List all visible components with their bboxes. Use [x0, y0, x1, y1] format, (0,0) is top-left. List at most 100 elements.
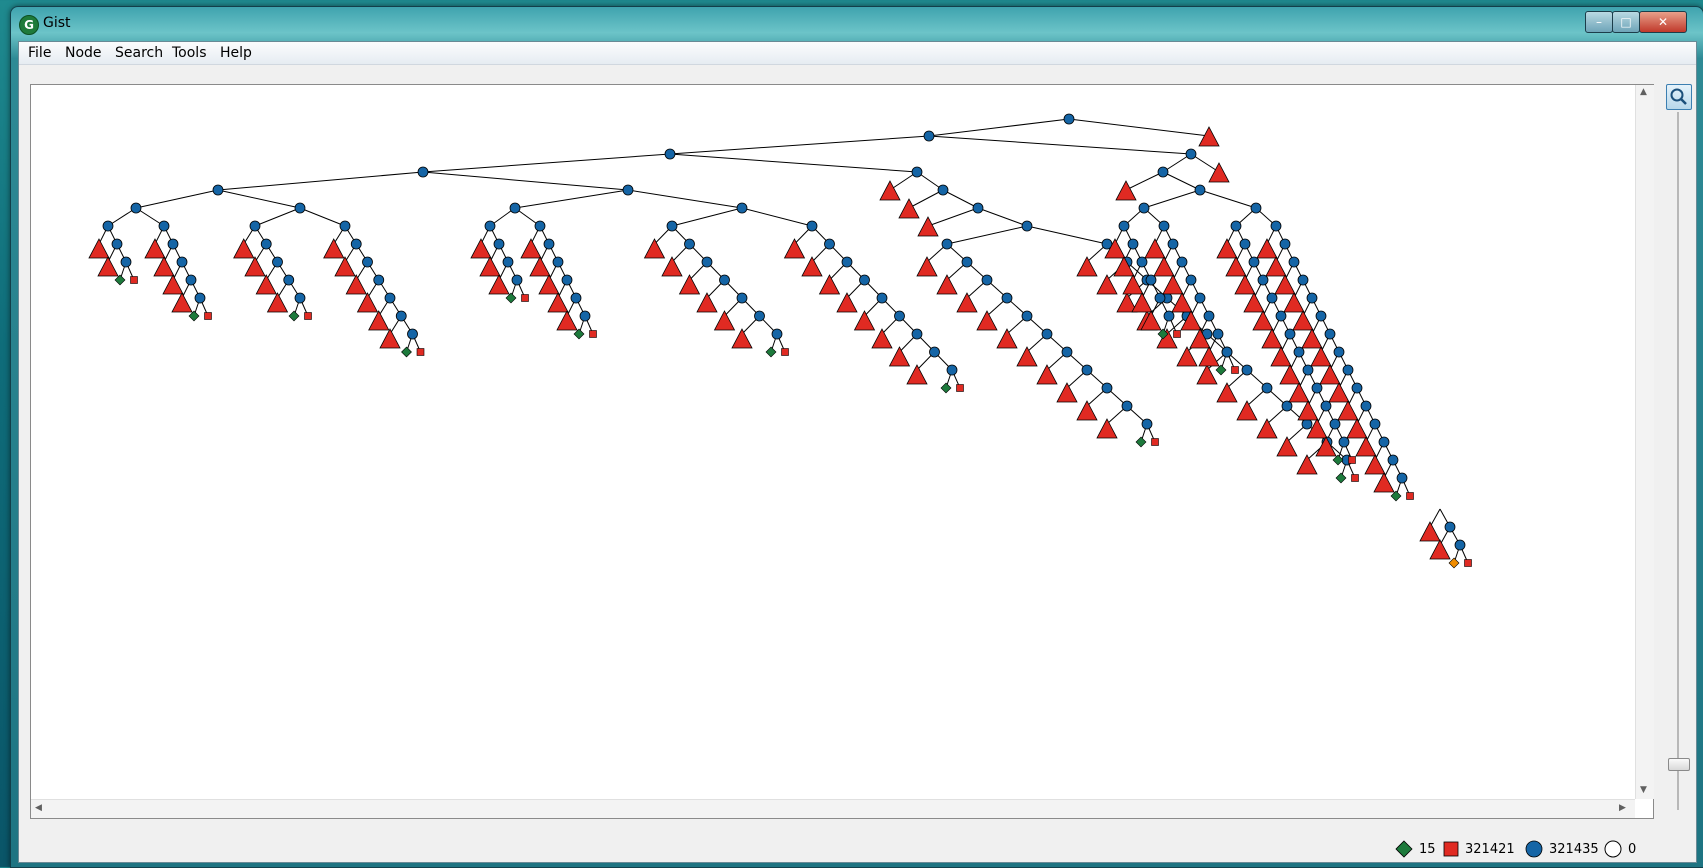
- failed-subtree: [1373, 472, 1395, 493]
- solution-node: [1390, 490, 1402, 502]
- failed-subtree: [871, 328, 893, 349]
- scroll-up-icon[interactable]: ▲: [1640, 87, 1647, 97]
- choice-node: [373, 274, 385, 286]
- failed-subtree: [368, 310, 390, 331]
- choice-node: [1315, 310, 1327, 322]
- close-icon[interactable]: ✕: [1639, 11, 1687, 33]
- choice-node: [719, 274, 730, 286]
- choice-node: [1118, 220, 1130, 232]
- choice-node: [579, 310, 591, 322]
- failed-subtree: [731, 328, 753, 349]
- menu-node[interactable]: Node: [65, 45, 102, 61]
- failed-subtree: [818, 274, 841, 295]
- failed-leaf: [781, 348, 789, 356]
- search-tree[interactable]: [31, 85, 1635, 799]
- menu-tools[interactable]: Tools: [172, 45, 207, 61]
- horizontal-scrollbar[interactable]: ◀ ▶: [31, 799, 1635, 818]
- choice-node: [1279, 238, 1291, 250]
- choice-node: [417, 166, 429, 178]
- failed-subtree: [1279, 364, 1301, 385]
- choice-node: [1176, 256, 1188, 268]
- solution-node: [188, 310, 200, 322]
- failed-subtree: [1180, 310, 1202, 331]
- choice-node: [1454, 539, 1466, 551]
- choice-node: [362, 256, 373, 268]
- choice-node: [511, 274, 523, 286]
- tree-edge: [1162, 171, 1201, 191]
- failed-subtree: [1216, 238, 1238, 259]
- failed-leaf: [1231, 366, 1239, 374]
- choice-node: [1185, 274, 1197, 286]
- failed-subtree: [1306, 418, 1328, 439]
- choice-node: [941, 238, 953, 250]
- maximize-icon[interactable]: □: [1612, 11, 1640, 33]
- failed-subtree: [1096, 274, 1118, 295]
- choice-node: [1444, 521, 1456, 533]
- failed-leaf: [589, 330, 597, 338]
- choice-node: [1302, 364, 1314, 376]
- choice-node: [923, 130, 935, 142]
- zoom-to-fit-button[interactable]: [1666, 84, 1692, 110]
- scroll-down-icon[interactable]: ▼: [1640, 785, 1647, 795]
- zoom-slider-thumb[interactable]: [1668, 758, 1690, 771]
- solution-node: [288, 310, 300, 322]
- choice-node: [1194, 292, 1206, 304]
- tree-edge: [946, 225, 1028, 245]
- choice-node: [493, 238, 505, 250]
- choice-node: [1301, 418, 1313, 430]
- failed-leaf: [204, 312, 212, 320]
- choice-node: [1158, 220, 1170, 232]
- choice-node: [260, 238, 272, 250]
- scroll-right-icon[interactable]: ▶: [1619, 803, 1626, 813]
- menu-help[interactable]: Help: [220, 45, 252, 61]
- gist-window: G Gist – □ ✕ File Node Search Tools Help…: [10, 6, 1703, 868]
- tree-edge: [299, 207, 346, 227]
- tree-edge: [928, 118, 1070, 137]
- choice-node: [1212, 328, 1224, 340]
- choice-node: [102, 220, 114, 232]
- failed-subtree: [1104, 238, 1126, 259]
- failed-subtree: [538, 274, 560, 295]
- menu-file[interactable]: File: [28, 45, 52, 61]
- failed-subtree: [1171, 292, 1193, 313]
- choice-node: [701, 256, 713, 268]
- solution-node: [1332, 454, 1344, 466]
- choice-node: [194, 292, 206, 304]
- choice-node: [1288, 256, 1300, 268]
- failed-subtree: [1252, 310, 1274, 331]
- failed-subtree: [1216, 382, 1238, 403]
- failed-subtree: [879, 180, 901, 201]
- zoom-slider-track[interactable]: [1677, 112, 1679, 810]
- search-tree-canvas[interactable]: ▲ ▼ ◀ ▶: [30, 84, 1654, 819]
- failed-subtree: [379, 328, 401, 349]
- choice-node: [1351, 382, 1363, 394]
- menu-search[interactable]: Search: [115, 45, 164, 61]
- choice-node: [1167, 238, 1179, 250]
- title-bar[interactable]: G Gist – □ ✕: [11, 7, 1703, 41]
- choice-node: [929, 346, 940, 358]
- choice-node: [561, 274, 573, 286]
- vertical-scrollbar[interactable]: ▲ ▼: [1635, 85, 1654, 799]
- failed-subtree: [1176, 346, 1198, 367]
- tree-edge: [908, 189, 944, 209]
- tree-edge: [669, 153, 918, 173]
- scroll-left-icon[interactable]: ◀: [35, 803, 42, 813]
- choice-node: [1157, 166, 1169, 178]
- choice-node: [1342, 364, 1354, 376]
- failed-subtree: [1337, 400, 1359, 421]
- failed-subtree: [1276, 436, 1298, 457]
- failed-subtree: [171, 292, 193, 313]
- failed-subtree: [1162, 274, 1184, 295]
- choice-node: [212, 184, 224, 196]
- minimize-icon[interactable]: –: [1585, 11, 1613, 33]
- choice-node: [120, 256, 132, 268]
- failed-subtree: [479, 256, 501, 277]
- failed-subtree: [1189, 328, 1211, 349]
- failed-subtree: [996, 328, 1018, 349]
- choice-node: [1021, 220, 1033, 232]
- tree-edge: [217, 171, 424, 191]
- tree-edge: [135, 207, 165, 227]
- choice-node: [1136, 256, 1148, 268]
- tree-edge: [1199, 189, 1257, 209]
- tree-edge: [1162, 153, 1192, 173]
